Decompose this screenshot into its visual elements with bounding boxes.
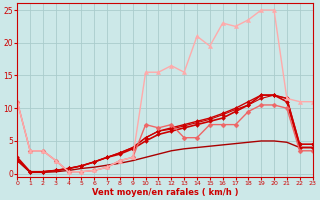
X-axis label: Vent moyen/en rafales ( km/h ): Vent moyen/en rafales ( km/h ) [92,188,238,197]
